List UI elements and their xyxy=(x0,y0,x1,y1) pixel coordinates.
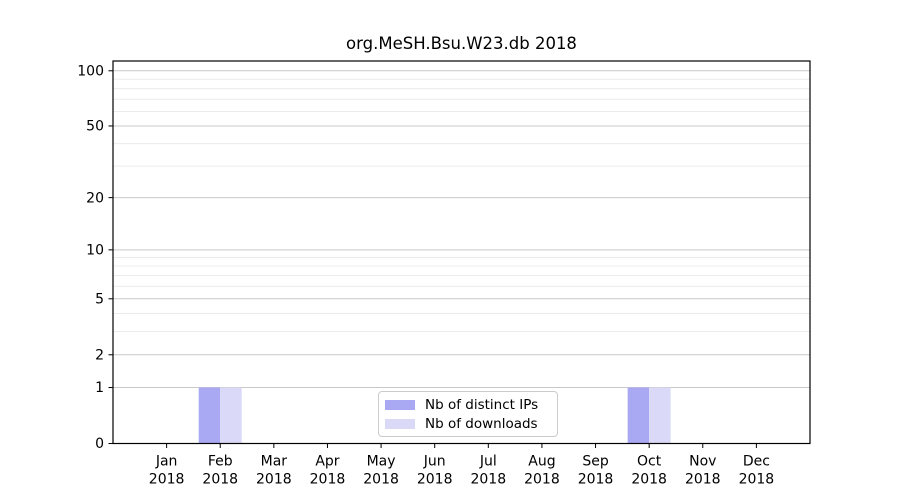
y-tick-label: 50 xyxy=(86,119,104,135)
x-tick-label-year: 2018 xyxy=(149,472,185,488)
legend: Nb of distinct IPs Nb of downloads xyxy=(378,391,558,437)
x-tick-label-month: Nov xyxy=(689,454,716,470)
x-tick-label-year: 2018 xyxy=(739,472,775,488)
bar-distinct-ips xyxy=(627,387,650,444)
x-tick-label-month: Oct xyxy=(637,454,662,470)
x-tick-label-year: 2018 xyxy=(310,472,346,488)
legend-label-downloads: Nb of downloads xyxy=(425,415,538,432)
x-tick-label-month: Dec xyxy=(743,454,770,470)
y-tick-label: 20 xyxy=(86,190,104,206)
x-tick-label-month: Jun xyxy=(423,454,446,470)
x-tick-label-year: 2018 xyxy=(470,472,506,488)
x-tick-label-year: 2018 xyxy=(578,472,614,488)
x-tick-label-year: 2018 xyxy=(685,472,721,488)
y-tick-label: 2 xyxy=(95,347,104,363)
y-tick-label: 100 xyxy=(77,63,104,79)
x-tick-label-year: 2018 xyxy=(363,472,399,488)
plot-border xyxy=(112,60,811,445)
bar-distinct-ips xyxy=(198,387,221,444)
x-tick-label-month: May xyxy=(367,454,396,470)
legend-item-distinct-ips: Nb of distinct IPs xyxy=(385,395,551,414)
bar-downloads xyxy=(649,387,671,444)
x-tick-label-year: 2018 xyxy=(417,472,453,488)
x-tick-label-month: Jul xyxy=(479,454,497,470)
legend-label-distinct-ips: Nb of distinct IPs xyxy=(425,396,539,413)
y-tick-label: 0 xyxy=(95,436,104,452)
y-tick-label: 5 xyxy=(95,291,104,307)
y-tick-label: 10 xyxy=(86,243,104,259)
x-tick-label-month: Feb xyxy=(208,454,233,470)
x-tick-label-year: 2018 xyxy=(524,472,560,488)
x-tick-label-month: Jan xyxy=(155,454,178,470)
x-tick-label-month: Sep xyxy=(582,454,609,470)
x-tick-label-year: 2018 xyxy=(202,472,238,488)
legend-swatch-distinct-ips xyxy=(385,399,415,410)
y-tick-label: 1 xyxy=(95,380,104,396)
x-tick-label-year: 2018 xyxy=(631,472,667,488)
bar-downloads xyxy=(220,387,242,444)
legend-item-downloads: Nb of downloads xyxy=(385,414,551,433)
chart-title: org.MeSH.Bsu.W23.db 2018 xyxy=(346,34,577,53)
x-tick-label-month: Mar xyxy=(261,454,288,470)
x-tick-label-month: Aug xyxy=(528,454,555,470)
legend-swatch-downloads xyxy=(385,418,415,429)
x-tick-label-year: 2018 xyxy=(256,472,292,488)
x-tick-label-month: Apr xyxy=(315,454,339,470)
